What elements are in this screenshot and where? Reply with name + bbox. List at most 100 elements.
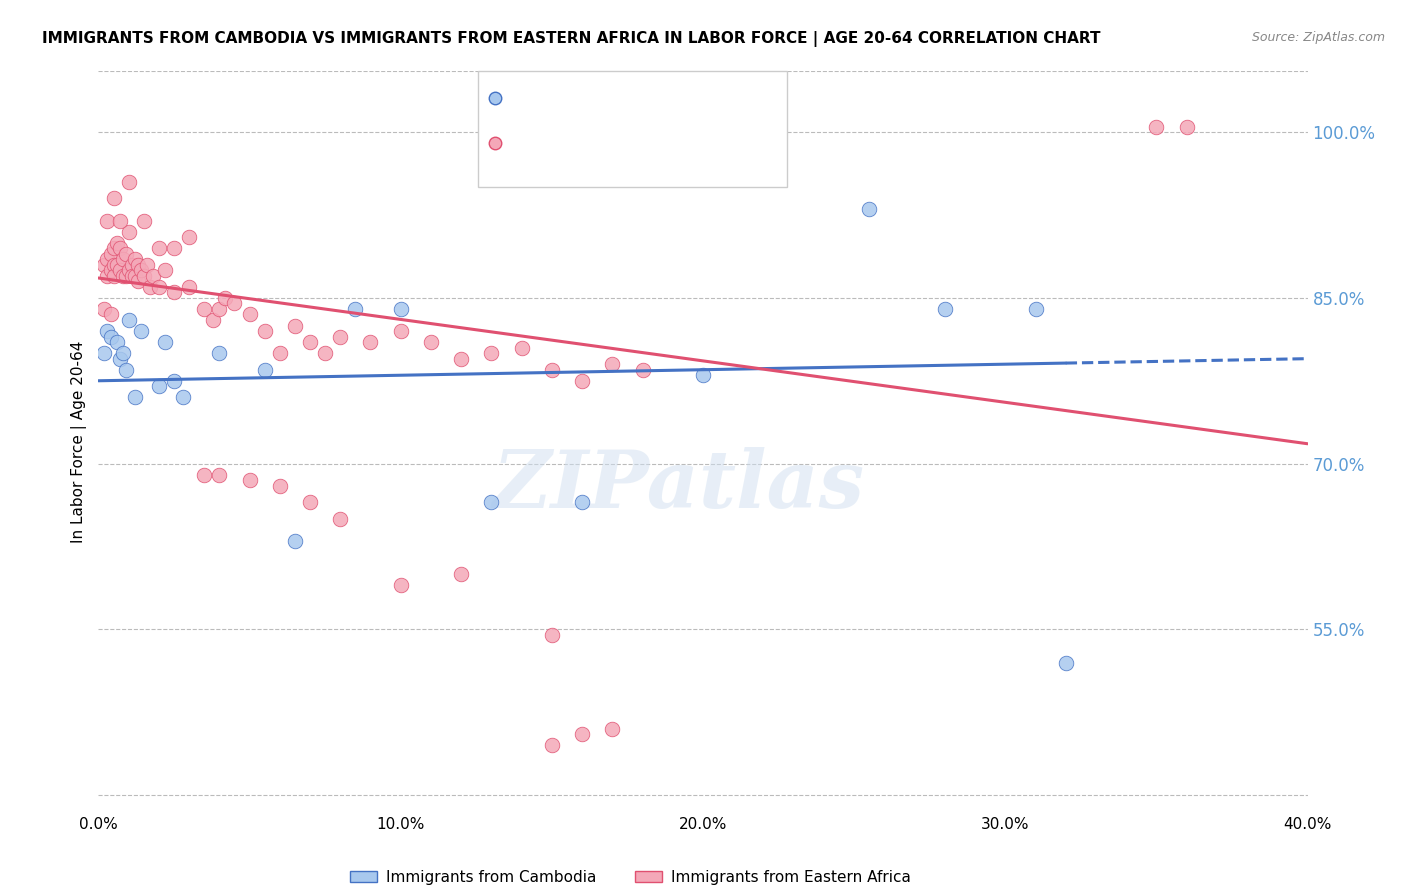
Point [103,268,125,283]
Point [540,628,562,642]
Point [239,308,262,322]
Point [193,467,215,482]
Point [100,329,122,343]
Point [1144,120,1167,134]
Point [105,335,128,350]
Point [299,495,322,509]
Point [132,268,155,283]
Point [481,346,503,360]
Point [103,241,125,255]
Point [208,346,231,360]
Point [450,351,472,366]
Point [129,263,152,277]
Point [329,329,352,343]
Point [208,467,231,482]
Point [108,351,131,366]
Point [239,473,262,487]
Point [111,346,134,360]
Point [96,252,118,267]
Point [108,241,131,255]
Text: R = -0.206: R = -0.206 [513,134,602,152]
Point [208,301,231,316]
Point [118,313,141,327]
Point [96,268,118,283]
Point [163,374,186,388]
Point [1054,656,1077,670]
Point [148,241,170,255]
Y-axis label: In Labor Force | Age 20-64: In Labor Force | Age 20-64 [72,341,87,542]
Point [100,263,122,277]
Point [111,268,134,283]
Point [858,202,880,217]
Text: IMMIGRANTS FROM CAMBODIA VS IMMIGRANTS FROM EASTERN AFRICA IN LABOR FORCE | AGE : IMMIGRANTS FROM CAMBODIA VS IMMIGRANTS F… [42,31,1101,47]
Point [934,301,956,316]
Point [284,533,307,548]
Point [148,280,170,294]
Point [163,285,186,300]
Point [179,280,201,294]
Point [148,379,170,393]
Text: N = 80: N = 80 [682,134,744,152]
Point [108,213,131,227]
Point [450,567,472,582]
Point [118,175,141,189]
Point [153,263,176,277]
Point [124,268,146,283]
Point [114,268,136,283]
Point [214,291,236,305]
Point [114,246,136,260]
Point [389,324,412,338]
Point [510,341,533,355]
Point [299,335,322,350]
Point [571,374,593,388]
Point [631,362,654,376]
Point [1175,120,1198,134]
Point [224,296,246,310]
Point [129,324,152,338]
Point [602,722,624,736]
Text: ZIPatlas: ZIPatlas [492,447,865,524]
Point [121,268,143,283]
Point [344,301,367,316]
Text: Source: ZipAtlas.com: Source: ZipAtlas.com [1251,31,1385,45]
Point [93,346,115,360]
Point [202,313,225,327]
Point [284,318,307,333]
Point [571,495,593,509]
Point [602,357,624,371]
Point [360,335,382,350]
Point [420,335,443,350]
Point [100,308,122,322]
Point [114,362,136,376]
Point [540,362,562,376]
Point [96,213,118,227]
Point [124,390,146,404]
Point [269,346,291,360]
Point [329,512,352,526]
Point [118,225,141,239]
Point [1024,301,1046,316]
Point [540,739,562,753]
Point [127,274,149,288]
Legend: Immigrants from Cambodia, Immigrants from Eastern Africa: Immigrants from Cambodia, Immigrants fro… [343,863,918,891]
Point [253,362,276,376]
Point [193,301,215,316]
Text: R =  0.080: R = 0.080 [513,89,602,107]
Point [103,191,125,205]
Point [118,263,141,277]
Point [571,727,593,741]
Point [139,280,162,294]
Point [142,268,165,283]
Point [163,241,186,255]
Point [105,258,128,272]
Point [132,213,155,227]
Point [103,258,125,272]
Point [314,346,336,360]
Point [253,324,276,338]
Point [172,390,194,404]
Point [389,301,412,316]
Point [93,301,115,316]
Point [135,258,157,272]
Point [108,263,131,277]
Point [105,235,128,250]
